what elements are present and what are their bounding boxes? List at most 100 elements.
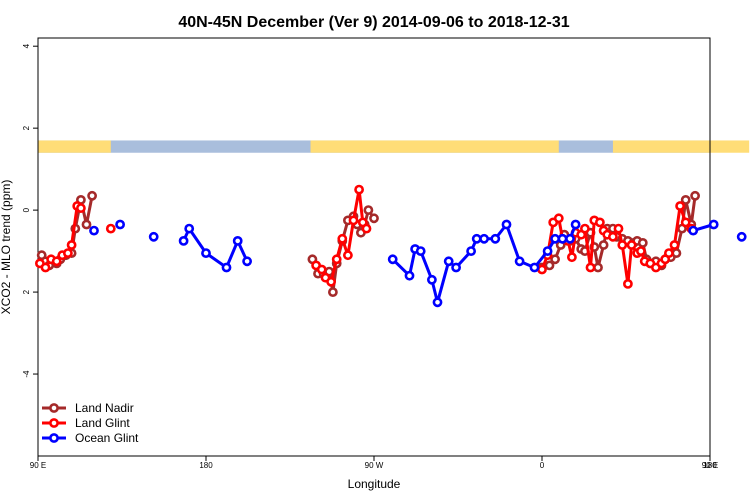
y-tick-label-3: 2 <box>22 289 31 294</box>
x-tick-label-0: 90 E <box>30 461 46 470</box>
ocean-glint-point <box>529 262 540 273</box>
ocean-glint-point <box>479 233 489 244</box>
land-glint-point <box>40 262 51 273</box>
ocean-glint-point <box>557 233 568 244</box>
land-glint-point <box>316 264 327 275</box>
legend-label-land-nadir: Land Nadir <box>75 401 134 415</box>
land-glint-point <box>348 215 359 226</box>
land-ocean-strip <box>38 140 750 153</box>
x-tick-label-last: 180 <box>703 461 717 470</box>
land-strip-segment-1 <box>310 140 559 153</box>
land-nadir-point <box>544 260 555 271</box>
land-nadir-point <box>87 190 97 201</box>
x-tick-label-4: 90 E <box>702 461 718 470</box>
y-axis: 4 2 0 2 -4 <box>22 43 38 378</box>
ocean-glint-point <box>415 246 426 256</box>
land-glint-point <box>361 223 372 234</box>
land-glint-point <box>664 248 674 258</box>
legend-label-ocean-glint: Ocean Glint <box>75 431 139 445</box>
x-axis-label: Longitude <box>348 477 401 491</box>
ocean-glint-point <box>89 225 99 236</box>
series-land-nadir <box>36 190 700 297</box>
land-strip-segment-0 <box>38 140 111 153</box>
land-glint-point <box>623 278 633 289</box>
land-glint-point <box>680 217 691 228</box>
land-glint-point <box>76 203 86 213</box>
ocean-glint-point <box>501 219 512 230</box>
ocean-glint-point <box>443 256 454 267</box>
ocean-glint-point <box>688 225 699 236</box>
land-glint-point <box>613 223 624 234</box>
land-glint-point <box>326 276 336 287</box>
ocean-glint-point <box>201 248 211 258</box>
legend-marker-ocean-glint <box>49 433 59 443</box>
land-glint-point <box>51 256 62 267</box>
land-glint-point <box>567 252 577 263</box>
land-glint-point <box>66 240 77 250</box>
y-axis-label: XCO2 - MLO trend (ppm) <box>0 180 13 315</box>
y-tick-label-0: 4 <box>22 43 31 48</box>
legend-marker-land-nadir <box>49 403 59 413</box>
ocean-glint-point <box>404 270 415 281</box>
ocean-glint-point <box>387 254 398 265</box>
ocean-glint-point <box>570 219 581 230</box>
ocean-glint-point <box>466 246 476 256</box>
land-nadir-point <box>598 240 609 250</box>
ocean-glint-point <box>178 235 189 246</box>
x-tick-label-2: 90 W <box>365 461 384 470</box>
land-glint-point <box>553 213 564 224</box>
land-nadir-point <box>690 190 700 201</box>
land-glint-point <box>636 246 646 256</box>
land-nadir-point <box>327 287 338 297</box>
land-glint-point <box>585 262 596 273</box>
ocean-glint-point <box>708 219 719 230</box>
ocean-glint-point <box>542 246 553 256</box>
legend-marker-land-glint <box>49 418 59 428</box>
ocean-glint-point <box>184 223 195 234</box>
ocean-glint-point <box>432 297 443 308</box>
land-nadir-point <box>593 262 603 273</box>
land-glint-point <box>105 223 116 234</box>
ocean-glint-point <box>426 274 437 285</box>
land-nadir-point <box>550 254 560 265</box>
y-tick-label-2: 0 <box>22 207 31 212</box>
ocean-glint-point <box>451 262 461 273</box>
land-glint-point <box>63 248 73 258</box>
land-nadir-point <box>369 213 379 224</box>
ocean-glint-line-3 <box>182 227 249 269</box>
chart-title: 40N-45N December (Ver 9) 2014-09-06 to 2… <box>178 14 569 31</box>
land-glint-point <box>675 201 685 211</box>
series-land-glint <box>35 184 697 289</box>
land-nadir-point <box>363 205 374 215</box>
land-nadir-point <box>671 248 682 258</box>
land-glint-point <box>337 233 348 244</box>
ocean-glint-point <box>514 256 525 267</box>
x-tick-label-1: 180 <box>199 461 213 470</box>
x-tick-label-3: 0 <box>540 461 545 470</box>
series-ocean-glint <box>89 219 747 308</box>
land-glint-point <box>354 184 364 195</box>
legend-label-land-glint: Land Glint <box>75 416 130 430</box>
land-nadir-point <box>680 194 691 205</box>
series-group <box>35 184 747 308</box>
y-tick-label-1: 2 <box>22 125 31 130</box>
land-glint-point <box>626 240 637 250</box>
land-glint-point <box>342 250 353 261</box>
ocean-glint-point <box>242 256 252 267</box>
ocean-glint-point <box>490 233 501 244</box>
ocean-glint-point <box>736 231 747 242</box>
land-nadir-point <box>637 237 648 248</box>
land-glint-point <box>537 264 547 275</box>
land-glint-point <box>669 240 680 250</box>
y-tick-label-4: -4 <box>22 370 31 378</box>
land-glint-point <box>608 231 618 242</box>
ocean-glint-point <box>221 262 232 273</box>
ocean-glint-point <box>115 219 125 230</box>
land-nadir-point <box>81 219 92 230</box>
land-glint-point <box>331 254 342 265</box>
land-glint-point <box>595 217 605 228</box>
plot-frame <box>37 37 711 457</box>
